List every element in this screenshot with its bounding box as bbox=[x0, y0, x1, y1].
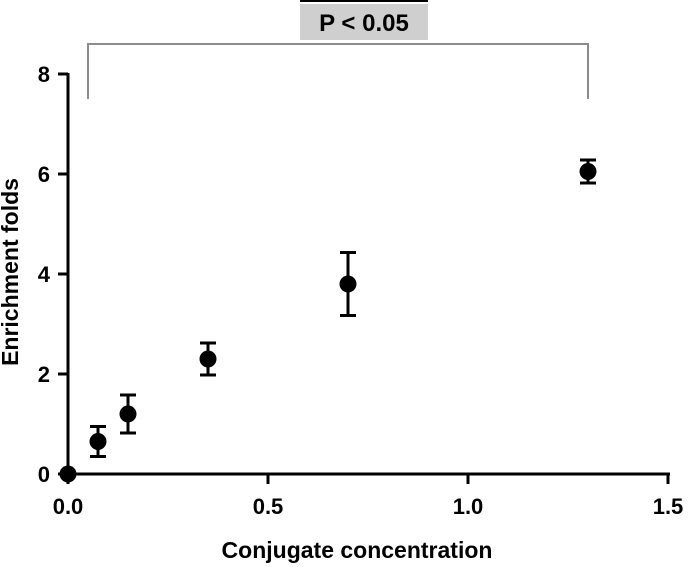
significance-bracket bbox=[87, 43, 589, 99]
x-tick-label: 0.0 bbox=[53, 494, 84, 519]
x-tick-label: 1.0 bbox=[453, 494, 484, 519]
x-axis-title: Conjugate concentration bbox=[222, 537, 493, 563]
data-point bbox=[199, 350, 217, 368]
y-tick-label: 4 bbox=[38, 262, 51, 287]
y-tick-label: 8 bbox=[38, 62, 50, 87]
significance-label-box bbox=[300, 4, 428, 40]
data-point bbox=[339, 275, 357, 293]
data-point bbox=[579, 163, 597, 180]
x-tick-label: 1.5 bbox=[653, 494, 684, 519]
significance-label: P < 0.05 bbox=[319, 10, 409, 37]
x-tick-label: 0.5 bbox=[253, 494, 284, 519]
y-tick-label: 6 bbox=[38, 162, 50, 187]
plot-area: 0.0 0.5 1.0 1.5 0 2 4 6 8 P < 0.05 bbox=[38, 0, 684, 519]
data-point bbox=[119, 405, 137, 423]
y-tick-label: 0 bbox=[38, 462, 50, 487]
y-axis-title: Enrichment folds bbox=[0, 178, 23, 366]
data-point bbox=[59, 465, 77, 483]
y-tick-label: 2 bbox=[38, 362, 50, 387]
data-point bbox=[89, 433, 107, 450]
